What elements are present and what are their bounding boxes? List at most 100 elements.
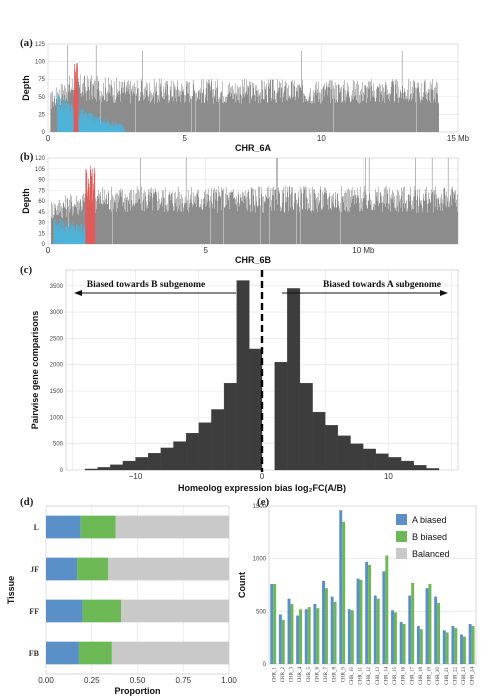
histogram-bar <box>350 443 364 471</box>
histogram-bar <box>325 425 339 471</box>
grouped-bar <box>385 555 389 664</box>
grouped-bar <box>339 510 343 664</box>
category-label: CHR_17 <box>410 667 415 685</box>
x-tick-label: 1.00 <box>221 676 237 685</box>
histogram-bar <box>375 453 389 471</box>
histogram-bar <box>223 383 237 471</box>
left-arrow-head <box>74 290 82 296</box>
grouped-bar <box>365 561 369 664</box>
category-label: CHR_12 <box>367 667 372 685</box>
legend-label: A biased <box>412 515 447 525</box>
panel-label: (e) <box>257 496 270 508</box>
histogram-bar <box>84 468 98 471</box>
grouped-bar <box>399 621 403 664</box>
histogram-bar <box>426 468 440 471</box>
stacked-bar-segment <box>46 641 79 665</box>
x-axis-title: Homeolog expression bias log₂FC(A/B) <box>178 483 346 493</box>
histogram-bar <box>236 280 250 471</box>
depth-series-main <box>50 158 458 244</box>
histogram-panel: (c) 0 500 1000 1500 2000 2500 3000 3500 −10 0 10 Bia… <box>20 264 459 493</box>
grouped-bar <box>419 629 423 664</box>
panel-label: (a) <box>20 37 33 49</box>
y-tick-label: 1500 <box>50 389 64 395</box>
category-label: CHR_15 <box>393 667 398 685</box>
y-axis-title: Pairwise gene comparisons <box>30 311 40 430</box>
stacked-bar-segment <box>46 599 83 623</box>
plot-frame <box>268 505 477 665</box>
histogram-bar <box>211 409 225 471</box>
stacked-bar-segment <box>121 599 229 623</box>
category-label: FB <box>29 649 40 658</box>
category-label: CHR_2 <box>281 667 286 683</box>
grouped-bar <box>462 636 466 664</box>
y-tick-label: 100 <box>35 60 46 66</box>
y-tick-label: 0 <box>60 468 64 474</box>
grouped-bar <box>376 598 380 664</box>
y-tick-label: 500 <box>256 609 267 615</box>
histogram-bar <box>274 361 288 471</box>
grouped-bar <box>460 634 463 664</box>
histogram-bar <box>148 453 161 471</box>
y-tick-label: 75 <box>38 77 45 83</box>
stacked-bar-segment <box>77 557 109 581</box>
grouped-bar <box>445 632 449 664</box>
x-tick-label: −10 <box>129 472 143 481</box>
histogram-bar <box>413 465 427 471</box>
grouped-bar <box>278 614 282 664</box>
y-tick-label: 3500 <box>50 284 64 290</box>
grouped-bar <box>290 603 294 664</box>
x-tick-label: 0.25 <box>84 676 100 685</box>
depth-panel-0: (a) 0 25 50 75 100 125 0 5 10 15 Mb Depth CHR_6A <box>20 37 470 153</box>
category-label: CHR_4 <box>298 667 303 683</box>
stacked-bar-segment <box>46 515 81 539</box>
x-axis-title: CHR_6A <box>235 143 272 153</box>
grouped-bar <box>342 521 346 664</box>
x-tick-label: 0 <box>46 246 51 255</box>
histogram-bar <box>388 457 402 471</box>
category-label: CHR_9 <box>341 667 346 683</box>
grouped-bar <box>368 564 372 664</box>
histogram-bar <box>185 433 199 471</box>
y-axis-title: Depth <box>21 188 31 214</box>
grouped-bar <box>299 609 303 664</box>
x-tick-label: 0.75 <box>175 676 191 685</box>
histogram-bar <box>400 460 414 471</box>
legend-swatch <box>396 531 407 542</box>
grouped-bar <box>402 623 406 664</box>
y-tick-label: 105 <box>35 167 46 173</box>
y-tick-label: 125 <box>35 42 46 48</box>
x-axis-title: CHR_6B <box>235 255 272 265</box>
category-label: CHR_22 <box>453 667 458 685</box>
category-label: CHR_23 <box>462 667 467 685</box>
histogram-bar <box>198 422 212 471</box>
category-label: CHR_5 <box>307 667 312 683</box>
panel-label: (d) <box>20 496 34 508</box>
grouped-bar <box>434 596 438 664</box>
y-tick-label: 25 <box>38 112 45 118</box>
y-tick-label: 500 <box>53 442 64 448</box>
y-tick-label: 90 <box>38 178 45 184</box>
y-axis-title: Depth <box>21 75 31 101</box>
category-label: CHR_8 <box>333 667 338 683</box>
depth-panel-1: (b) 0 15 30 45 60 75 90 105 120 0 5 10 Mb Depth CHR_6B <box>20 151 459 265</box>
stacked-bar-panel: (d) 0.00 0.25 0.50 0.75 1.00 L JF FF FB Tissue Prop… <box>6 496 237 696</box>
grouped-bar <box>324 588 328 664</box>
grouped-bar <box>408 595 412 664</box>
depth-series-1 <box>57 92 125 132</box>
x-axis-title: Proportion <box>115 686 161 696</box>
y-tick-label: 2500 <box>50 336 64 342</box>
y-tick-label: 45 <box>38 210 45 216</box>
legend-swatch <box>396 514 407 525</box>
grouped-bar <box>316 608 320 664</box>
histogram-bar <box>122 460 136 471</box>
x-tick-label: 0 <box>260 472 265 481</box>
grouped-bar-panel: (e) 0 500 1000 1500 CHR_1 CHR_2 CHR_3 CHR_4 CHR_5… <box>237 496 477 685</box>
y-axis-title: Tissue <box>6 576 16 604</box>
legend-swatch <box>396 548 407 559</box>
grouped-bar <box>425 588 429 664</box>
depth-series-main <box>50 45 439 132</box>
grouped-bar <box>350 610 354 664</box>
legend-label: Balanced <box>412 549 450 559</box>
histogram-bar <box>173 441 187 471</box>
